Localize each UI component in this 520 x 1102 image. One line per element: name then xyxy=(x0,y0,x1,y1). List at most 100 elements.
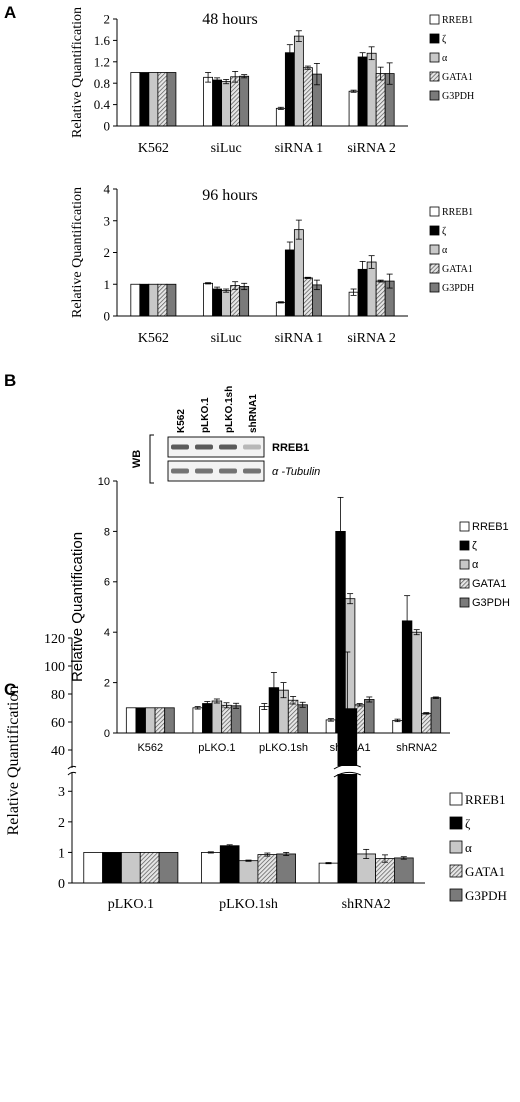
bar-white xyxy=(325,719,337,734)
bar-white xyxy=(318,862,339,884)
bar-white xyxy=(130,72,141,127)
bar-light xyxy=(366,261,377,317)
legend-swatch xyxy=(459,521,470,532)
bar-break-mark xyxy=(333,763,361,770)
y-tick-label: 2 xyxy=(104,12,111,27)
bar-hatched xyxy=(157,72,168,127)
legend-label: α xyxy=(465,840,472,855)
y-tick-label: 1.2 xyxy=(94,54,110,69)
chart-title: 96 hours xyxy=(202,187,258,204)
bar-light xyxy=(121,852,141,884)
bar-white xyxy=(130,283,141,317)
legend-swatch xyxy=(429,282,440,293)
y-tick-label: 0.4 xyxy=(94,97,111,112)
legend-label: α xyxy=(472,559,479,571)
bar-hatched xyxy=(287,699,299,734)
wb-row-label: RREB1 xyxy=(272,442,309,454)
bar-white xyxy=(259,706,270,734)
y-tick-label: 2 xyxy=(104,677,110,689)
y-axis-label: Relative Quantification xyxy=(70,187,85,318)
y-axis-label: Relative Quantification xyxy=(69,532,86,682)
legend-swatch xyxy=(449,888,463,902)
y-tick-label: 100 xyxy=(44,660,65,675)
bar-dark xyxy=(276,853,296,884)
legend-label: α xyxy=(442,245,448,256)
bar-hatched xyxy=(375,73,386,127)
panel-label: B xyxy=(4,371,16,390)
y-tick-label: 4 xyxy=(104,627,110,639)
bar-dark xyxy=(166,72,177,127)
panel-label: A xyxy=(4,3,16,22)
bar-dark xyxy=(230,705,242,734)
bar-light xyxy=(148,283,159,317)
legend-label: GATA1 xyxy=(465,864,505,879)
bar-white xyxy=(392,720,403,734)
legend-swatch xyxy=(429,52,440,63)
legend-swatch xyxy=(449,864,463,878)
x-category-label: shRNA2 xyxy=(342,897,391,912)
bar-dark xyxy=(239,286,250,317)
x-category-label: pLKO.1 xyxy=(108,897,154,912)
x-category-label: siRNA 1 xyxy=(275,331,324,346)
legend-swatch xyxy=(429,33,440,44)
bar-white xyxy=(192,707,203,734)
bar-light xyxy=(293,35,304,127)
bar-light xyxy=(148,72,159,127)
bar-black xyxy=(284,249,295,317)
y-tick-label: 0 xyxy=(104,728,110,740)
legend-label: RREB1 xyxy=(442,15,473,26)
legend-swatch xyxy=(429,244,440,255)
legend-swatch xyxy=(459,540,470,551)
wb-lane-label: shRNA1 xyxy=(248,394,259,433)
bar-dark xyxy=(158,852,179,884)
panel-label: C xyxy=(4,680,16,699)
axis-break-mark xyxy=(67,771,77,776)
bar-dark xyxy=(166,283,177,317)
bar-dark xyxy=(239,75,250,127)
y-tick-label: 80 xyxy=(51,688,65,703)
y-tick-label: 2 xyxy=(58,816,65,831)
wb-band xyxy=(171,444,189,450)
x-category-label: pLKO.1 xyxy=(198,742,235,754)
bar-black xyxy=(212,79,223,127)
legend-label: G3PDH xyxy=(472,597,510,609)
y-tick-label: 1.6 xyxy=(94,33,111,48)
x-category-label: siRNA 2 xyxy=(347,141,396,156)
y-axis-label: Relative Quantification xyxy=(70,7,85,138)
bar-black xyxy=(284,52,295,127)
wb-band xyxy=(219,444,237,450)
legend-swatch xyxy=(429,14,440,25)
wb-band xyxy=(243,468,261,474)
bar-dark xyxy=(430,697,442,734)
legend-swatch xyxy=(459,578,470,589)
legend-swatch xyxy=(429,71,440,82)
wb-row-label: α -Tubulin xyxy=(272,466,320,478)
bar-break-mark xyxy=(333,771,361,778)
bar-white xyxy=(275,107,286,127)
bar-hatched xyxy=(157,283,168,317)
bar-black xyxy=(212,288,223,317)
wb-band xyxy=(195,468,213,474)
legend-label: RREB1 xyxy=(472,521,509,533)
bar-hatched xyxy=(154,707,166,734)
bar-break-gap xyxy=(334,766,360,774)
y-tick-label: 4 xyxy=(104,182,111,197)
legend-swatch xyxy=(449,792,463,806)
axis-break-mark xyxy=(67,765,77,770)
bar-black xyxy=(202,703,213,734)
bar-hatched xyxy=(302,67,313,127)
x-category-label: pLKO.1sh xyxy=(219,897,278,912)
bar-light xyxy=(366,52,377,127)
bar-black xyxy=(102,852,122,884)
y-tick-label: 2 xyxy=(104,245,111,260)
legend-label: ζ xyxy=(442,34,446,45)
bar-light xyxy=(411,631,422,734)
wb-blot-row xyxy=(167,460,265,482)
bar-black xyxy=(139,72,150,127)
legend-label: GATA1 xyxy=(442,264,473,275)
y-tick-label: 60 xyxy=(51,716,65,731)
bar-hatched xyxy=(257,854,278,884)
wb-bracket xyxy=(149,434,154,484)
